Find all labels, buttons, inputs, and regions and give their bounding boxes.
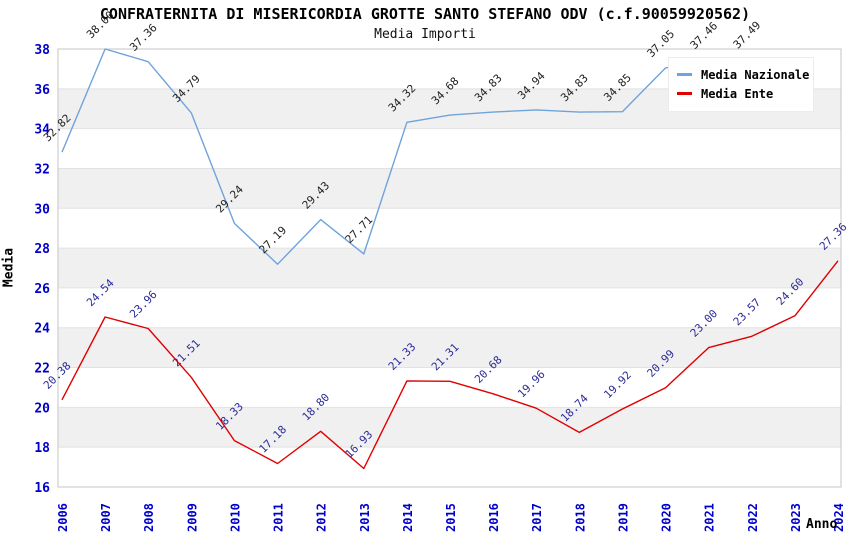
chart-title: CONFRATERNITA DI MISERICORDIA GROTTE SAN…: [99, 5, 751, 23]
svg-text:37.46: 37.46: [688, 19, 721, 52]
svg-text:23.96: 23.96: [127, 288, 160, 321]
svg-text:2022: 2022: [746, 503, 760, 532]
svg-text:27.71: 27.71: [343, 213, 376, 246]
legend-item-media-nazionale: Media Nazionale: [677, 65, 809, 84]
x-axis-title: Anno: [806, 517, 838, 532]
svg-text:38.00: 38.00: [84, 9, 117, 42]
svg-text:2017: 2017: [530, 503, 544, 532]
svg-text:2008: 2008: [142, 503, 156, 532]
svg-text:2021: 2021: [703, 503, 717, 532]
svg-text:37.05: 37.05: [645, 27, 678, 60]
svg-text:34: 34: [34, 123, 50, 138]
svg-text:20: 20: [34, 401, 50, 416]
svg-text:19.92: 19.92: [601, 369, 634, 402]
svg-text:36: 36: [34, 83, 50, 98]
svg-text:2013: 2013: [358, 503, 372, 532]
svg-text:18: 18: [34, 441, 50, 456]
svg-text:26: 26: [34, 282, 50, 297]
plot-border: [57, 48, 842, 488]
svg-text:38: 38: [34, 43, 50, 58]
series-line-media-nazionale: [61, 48, 752, 265]
svg-text:2010: 2010: [228, 503, 242, 532]
svg-text:2020: 2020: [660, 503, 674, 532]
svg-text:28: 28: [34, 242, 50, 257]
svg-text:2018: 2018: [573, 503, 587, 532]
legend-item-media-ente: Media Ente: [677, 84, 805, 103]
svg-text:2006: 2006: [56, 503, 70, 532]
svg-text:23.57: 23.57: [731, 296, 764, 329]
svg-text:2007: 2007: [99, 503, 113, 532]
svg-text:2023: 2023: [789, 503, 803, 532]
legend-label: Media Ente: [701, 86, 774, 101]
svg-text:2016: 2016: [487, 503, 501, 532]
x-axis-ticks: 2006 2007 2008 2009 2010 2011 2012 2013 2014 2015…: [56, 503, 846, 532]
svg-text:2011: 2011: [272, 503, 286, 532]
gridlines: [58, 88, 841, 448]
y-axis-ticks: 38 36 34 32 30 28 26 24 22 20 18 16: [34, 43, 50, 496]
svg-text:2012: 2012: [315, 503, 329, 532]
series-line-media-ente: [61, 260, 839, 470]
legend: Media Nazionale Media Ente: [668, 57, 814, 112]
legend-swatch-ente-icon: [677, 92, 692, 95]
plot-bands: [58, 88, 841, 448]
svg-text:2019: 2019: [616, 503, 630, 532]
svg-text:22: 22: [34, 362, 50, 377]
svg-text:32: 32: [34, 162, 50, 177]
chart-subtitle: Media Importi: [374, 27, 476, 42]
svg-text:2009: 2009: [185, 503, 199, 532]
svg-text:24: 24: [34, 322, 50, 337]
legend-swatch-nazionale-icon: [677, 73, 692, 76]
svg-text:19.96: 19.96: [515, 368, 548, 401]
svg-text:37.49: 37.49: [731, 19, 764, 52]
svg-text:2024: 2024: [832, 503, 846, 532]
svg-text:16: 16: [34, 481, 50, 496]
svg-text:2014: 2014: [401, 503, 415, 532]
svg-text:2015: 2015: [444, 503, 458, 532]
legend-label: Media Nazionale: [701, 67, 810, 82]
svg-text:30: 30: [34, 202, 50, 217]
